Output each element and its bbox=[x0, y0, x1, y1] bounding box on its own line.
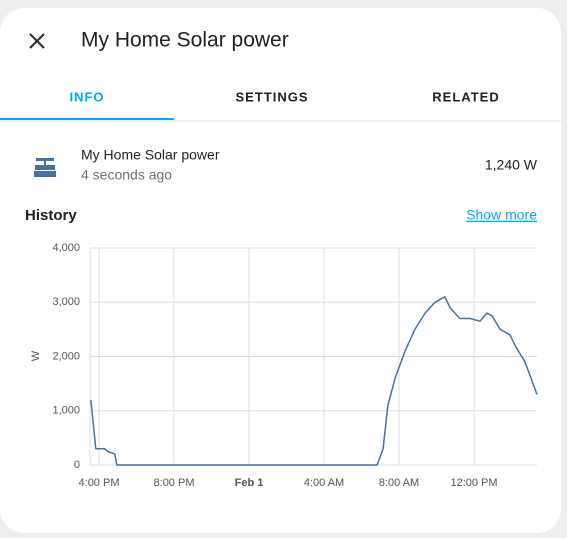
x-tick-label: 8:00 AM bbox=[379, 477, 419, 489]
show-more-link[interactable]: Show more bbox=[466, 207, 537, 223]
entity-state: 1,240 W bbox=[485, 157, 538, 173]
x-tick-label: 4:00 AM bbox=[304, 477, 344, 489]
y-tick-label: 2,000 bbox=[52, 350, 80, 362]
x-tick-label: 4:00 PM bbox=[79, 477, 120, 489]
y-tick-label: 4,000 bbox=[52, 242, 80, 254]
y-axis-label: W bbox=[30, 350, 42, 361]
x-tick-label: Feb 1 bbox=[235, 477, 264, 489]
dialog-title: My Home Solar power bbox=[81, 29, 289, 52]
entity-name: My Home Solar power bbox=[81, 147, 220, 163]
entity-updated: 4 seconds ago bbox=[81, 167, 172, 183]
solar-icon bbox=[34, 158, 56, 177]
dialog bbox=[0, 8, 561, 533]
y-tick-label: 3,000 bbox=[52, 296, 80, 308]
tab[interactable]: INFO bbox=[69, 89, 104, 104]
data-line bbox=[90, 296, 538, 466]
y-tick-label: 0 bbox=[74, 459, 80, 471]
x-tick-label: 8:00 PM bbox=[154, 477, 195, 489]
tab-indicator bbox=[0, 118, 174, 120]
close-button[interactable] bbox=[29, 33, 45, 49]
tab[interactable]: RELATED bbox=[432, 89, 499, 104]
tab[interactable]: SETTINGS bbox=[235, 89, 308, 104]
x-tick-label: 12:00 PM bbox=[450, 477, 497, 489]
history-title: History bbox=[25, 207, 77, 224]
y-tick-label: 1,000 bbox=[52, 405, 80, 417]
